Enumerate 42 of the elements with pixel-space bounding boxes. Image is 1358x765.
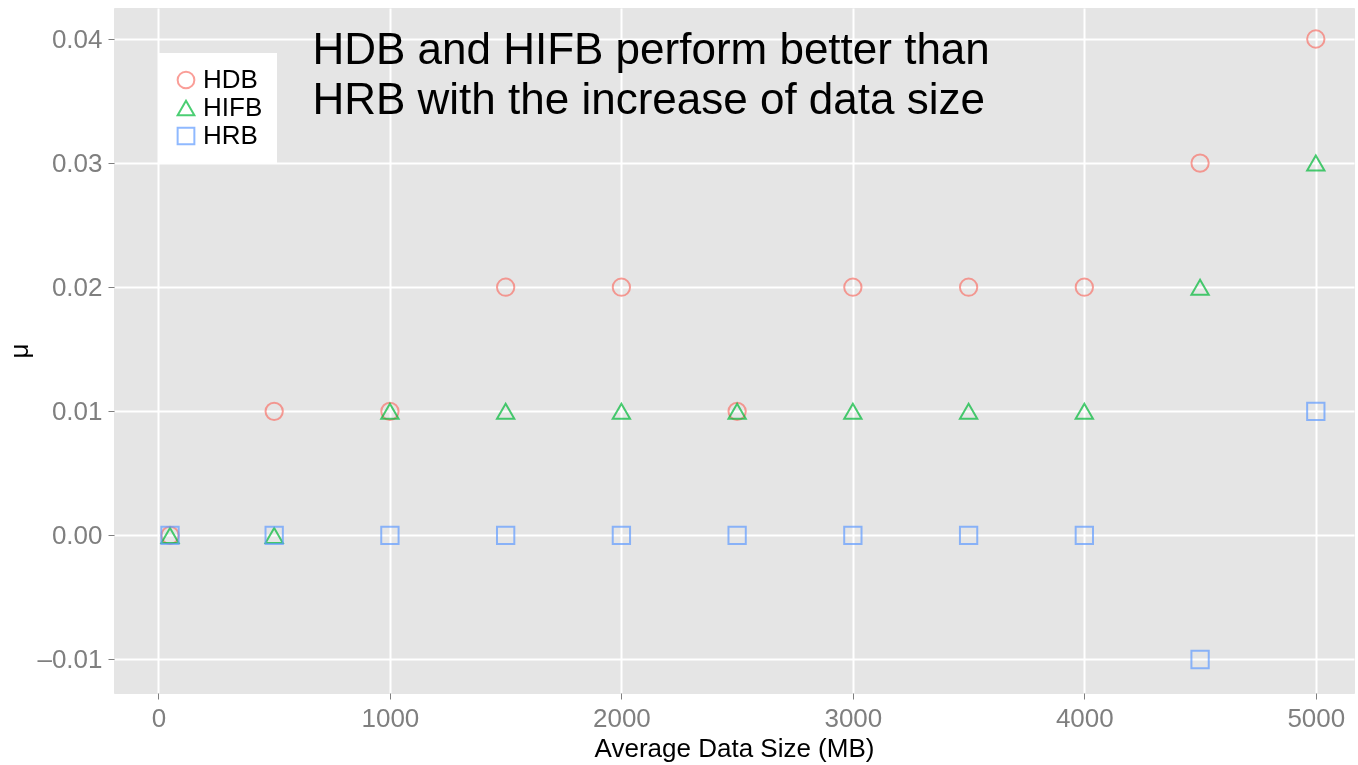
point [380,525,400,546]
point [1074,402,1094,420]
point [1306,154,1326,172]
point [495,402,516,420]
point [843,525,863,546]
x-axis-title: Average Data Size (MB) [594,732,875,763]
y-axis-title: μ [4,343,35,359]
point [611,402,632,420]
legend-label: HIFB [203,92,263,122]
x-tick-label: 5000 [1287,702,1346,733]
point [958,525,979,546]
legend-label: HRB [203,120,258,150]
x-tick-label: 3000 [824,702,883,733]
point [1306,401,1326,421]
y-tick-label: 0.01 [51,395,103,426]
point [264,401,284,421]
point [1306,29,1326,49]
x-tick-label: 1000 [361,702,420,733]
point [1074,277,1094,297]
y-tick-label: 0.02 [51,271,103,302]
y-tick-label: 0.00 [51,519,103,550]
point [1074,525,1094,546]
y-tick-label: 0.03 [51,147,103,178]
point [611,277,632,297]
x-tick-label: 0 [151,702,167,733]
legend-label: HDB [203,64,258,94]
point [495,277,516,297]
point [843,402,863,420]
point [843,277,863,297]
point [727,525,747,546]
y-tick-label: 0.04 [51,23,103,54]
point [958,277,979,297]
point [611,525,632,546]
point [1190,153,1210,173]
point [1190,278,1210,296]
y-tick-label: –0.01 [37,643,103,674]
annotation: HDB and HIFB perform better than HRB with the increase of data size [312,23,990,123]
point [958,402,979,420]
point [1190,649,1210,670]
x-tick-label: 4000 [1055,702,1114,733]
x-tick-label: 2000 [592,702,651,733]
point [495,525,516,546]
